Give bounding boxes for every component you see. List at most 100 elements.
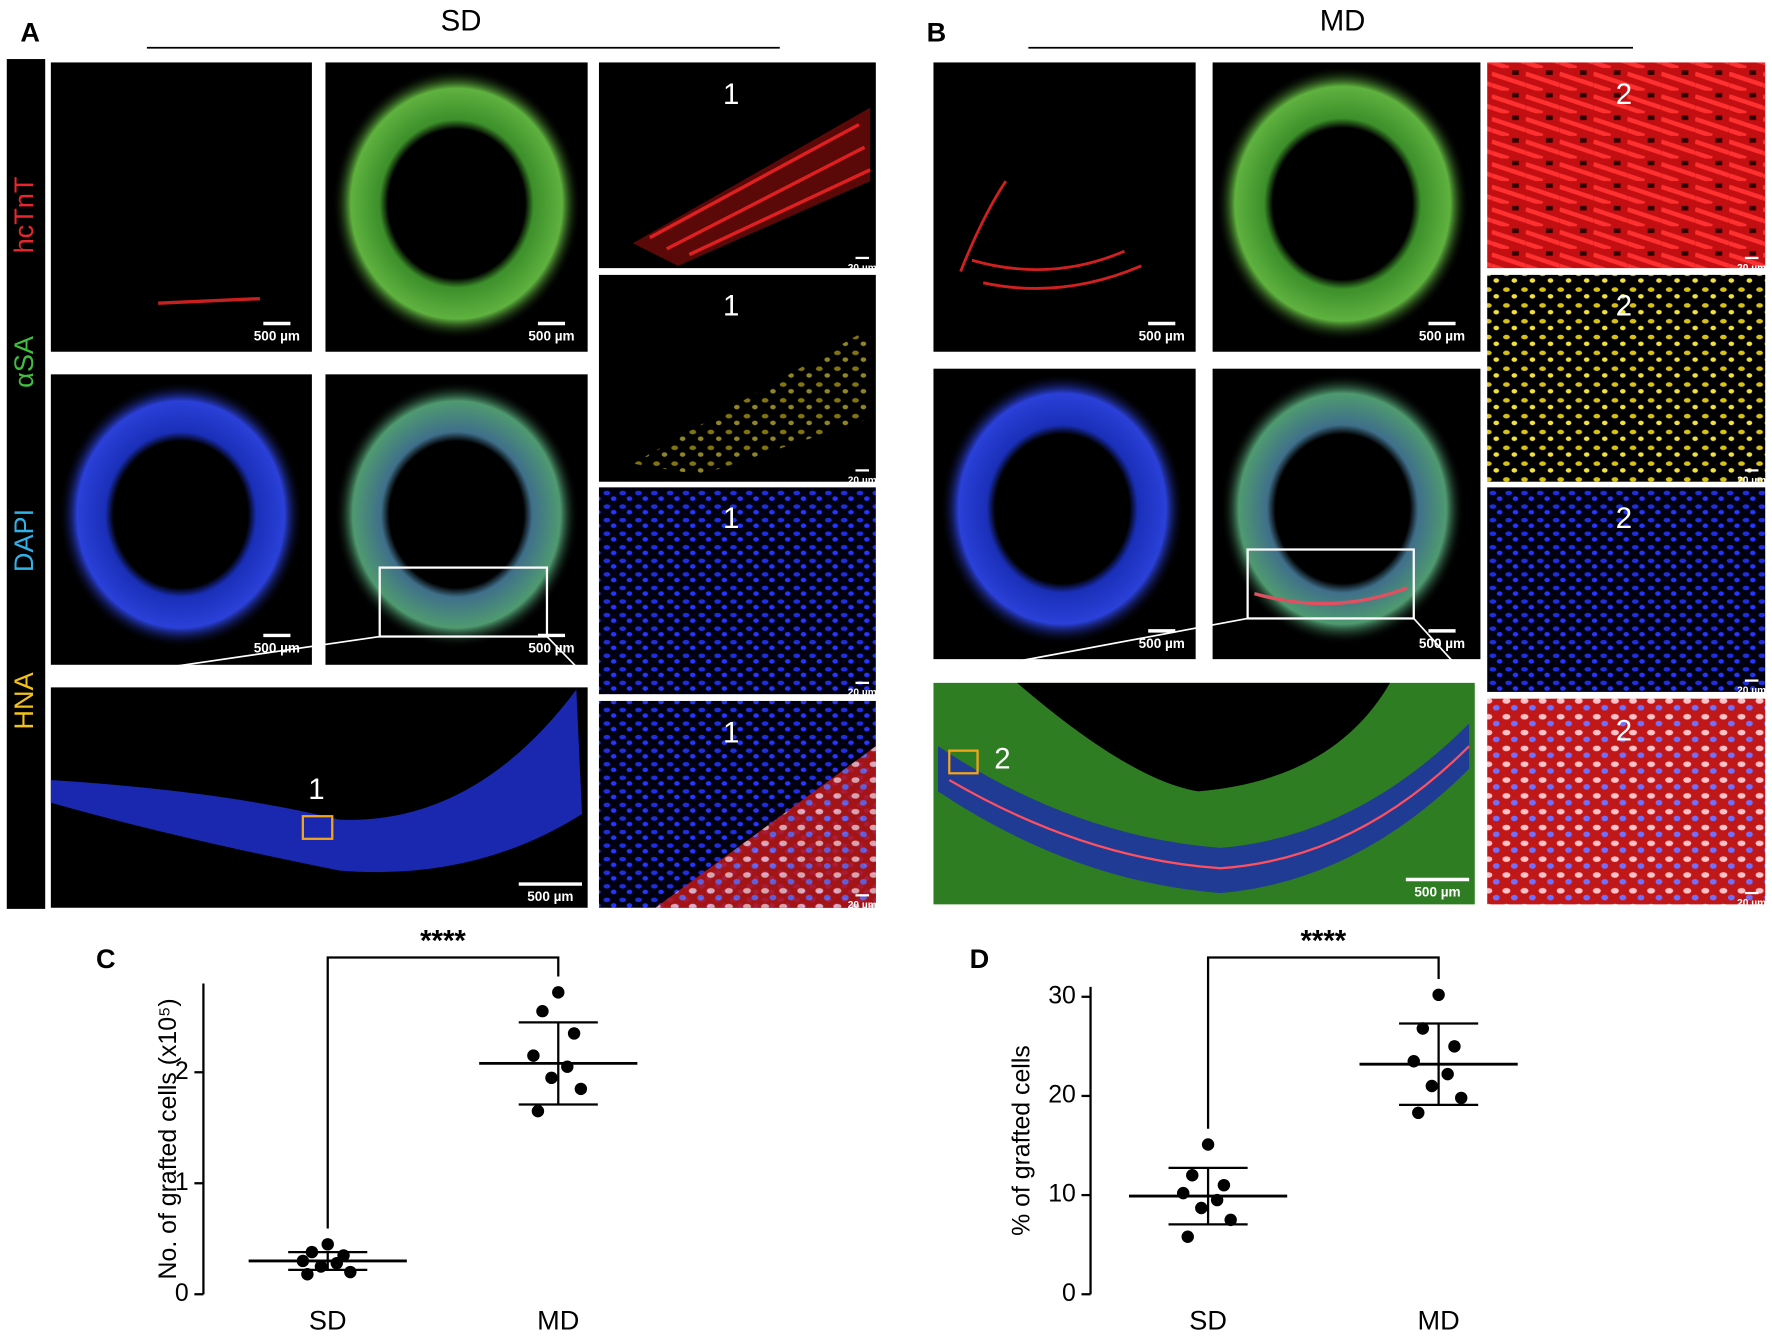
signal xyxy=(655,746,876,908)
significance: **** xyxy=(1300,925,1346,958)
tissue xyxy=(50,689,583,873)
data-point xyxy=(1224,1213,1237,1227)
y-tick-label: 30 xyxy=(1048,981,1076,1009)
roi-box xyxy=(301,815,334,840)
scale-label: 500 µm xyxy=(528,329,574,344)
data-point xyxy=(574,1082,588,1096)
roi-number: 1 xyxy=(723,502,739,535)
scale-label: 20 µm xyxy=(848,688,877,699)
data-point xyxy=(1441,1067,1454,1081)
roi-number: 2 xyxy=(994,743,1010,776)
roi-number: 1 xyxy=(723,289,739,322)
data-point xyxy=(527,1049,540,1062)
zoom-box xyxy=(378,566,549,638)
panel-label: C xyxy=(96,943,116,974)
data-point xyxy=(1177,1186,1190,1200)
data-point xyxy=(545,1071,558,1085)
zoom-box xyxy=(1246,548,1415,620)
roi-number: 2 xyxy=(1616,502,1632,535)
data-point xyxy=(531,1104,545,1118)
scale-label: 20 µm xyxy=(1737,263,1766,274)
data-point xyxy=(296,1254,310,1268)
y-tick-label: 10 xyxy=(1048,1180,1076,1208)
zoom-line xyxy=(169,635,380,668)
data-point xyxy=(1416,1022,1430,1035)
y-tick-label: 0 xyxy=(1062,1279,1076,1307)
heart-section xyxy=(334,381,579,648)
data-point xyxy=(1181,1230,1194,1243)
signal xyxy=(959,180,1142,290)
y-axis-title: No. of grafted cells (x10⁵) xyxy=(154,998,182,1279)
image xyxy=(598,487,876,695)
image xyxy=(1487,698,1766,905)
significance-bracket xyxy=(1206,956,1440,1129)
group-title: SD xyxy=(441,5,482,38)
data-point xyxy=(330,1256,343,1270)
y-tick-label: 20 xyxy=(1048,1080,1076,1108)
data-point xyxy=(1407,1055,1420,1068)
x-tick-label: SD xyxy=(1189,1305,1227,1336)
stain-label: DAPI xyxy=(8,509,39,572)
scale-label: 500 µm xyxy=(254,641,300,656)
scale-label: 20 µm xyxy=(848,263,877,274)
data-point xyxy=(1210,1193,1224,1207)
data-point xyxy=(1186,1169,1199,1182)
data-point xyxy=(1217,1178,1231,1192)
stain-label: αSA xyxy=(8,335,39,388)
signal xyxy=(1253,586,1408,606)
signal xyxy=(649,123,871,257)
image xyxy=(1487,62,1766,269)
roi-number: 1 xyxy=(723,78,739,111)
group-title: MD xyxy=(1320,5,1366,38)
lumen xyxy=(1017,682,1391,792)
tissue xyxy=(937,723,1470,894)
panel-label: B xyxy=(927,16,947,47)
panel-a-images xyxy=(50,62,876,908)
significance: **** xyxy=(420,925,466,958)
signal xyxy=(158,296,260,305)
roi-number: 2 xyxy=(1616,78,1632,111)
signal xyxy=(632,107,871,266)
image xyxy=(1487,274,1766,482)
panel-b-images xyxy=(933,62,1766,905)
data-point xyxy=(1432,988,1445,1002)
stain-strip xyxy=(6,59,46,909)
scale-label: 500 µm xyxy=(1419,329,1465,344)
scale-label: 500 µm xyxy=(1414,885,1460,900)
data-point xyxy=(301,1268,314,1281)
data-point xyxy=(536,1005,549,1018)
data-point xyxy=(552,986,565,999)
data-point xyxy=(1412,1106,1425,1120)
y-axis-title: % of grafted cells xyxy=(1007,1045,1035,1236)
heart-section xyxy=(332,68,581,340)
data-point xyxy=(561,1060,574,1073)
data-point xyxy=(305,1245,319,1259)
zoom-line xyxy=(1413,617,1459,668)
scale-label: 500 µm xyxy=(1139,329,1185,344)
scale-label: 20 µm xyxy=(848,900,877,911)
scale-label: 500 µm xyxy=(1419,636,1465,651)
panel-label: D xyxy=(970,943,990,974)
stain-label: hcTnT xyxy=(8,177,39,254)
roi-box xyxy=(948,749,979,775)
signal xyxy=(632,328,871,475)
data-point xyxy=(1455,1091,1468,1105)
scale-label: 20 µm xyxy=(1737,898,1766,909)
roi-number: 1 xyxy=(308,773,324,806)
roi-number: 1 xyxy=(723,717,739,750)
data-point xyxy=(567,1027,581,1040)
x-tick-label: MD xyxy=(1418,1305,1460,1336)
heart-section xyxy=(58,381,303,648)
scale-label: 500 µm xyxy=(1139,636,1185,651)
data-point xyxy=(1195,1201,1208,1215)
signal xyxy=(948,745,1470,870)
zoom-line xyxy=(1016,617,1248,663)
y-tick-label: 1 xyxy=(175,1168,189,1196)
heart-section xyxy=(1215,65,1470,342)
stain-label: HNA xyxy=(8,671,39,729)
heart-section xyxy=(940,373,1185,645)
scale-label: 20 µm xyxy=(848,475,877,486)
image xyxy=(1487,487,1766,692)
scale-label: 500 µm xyxy=(528,641,574,656)
